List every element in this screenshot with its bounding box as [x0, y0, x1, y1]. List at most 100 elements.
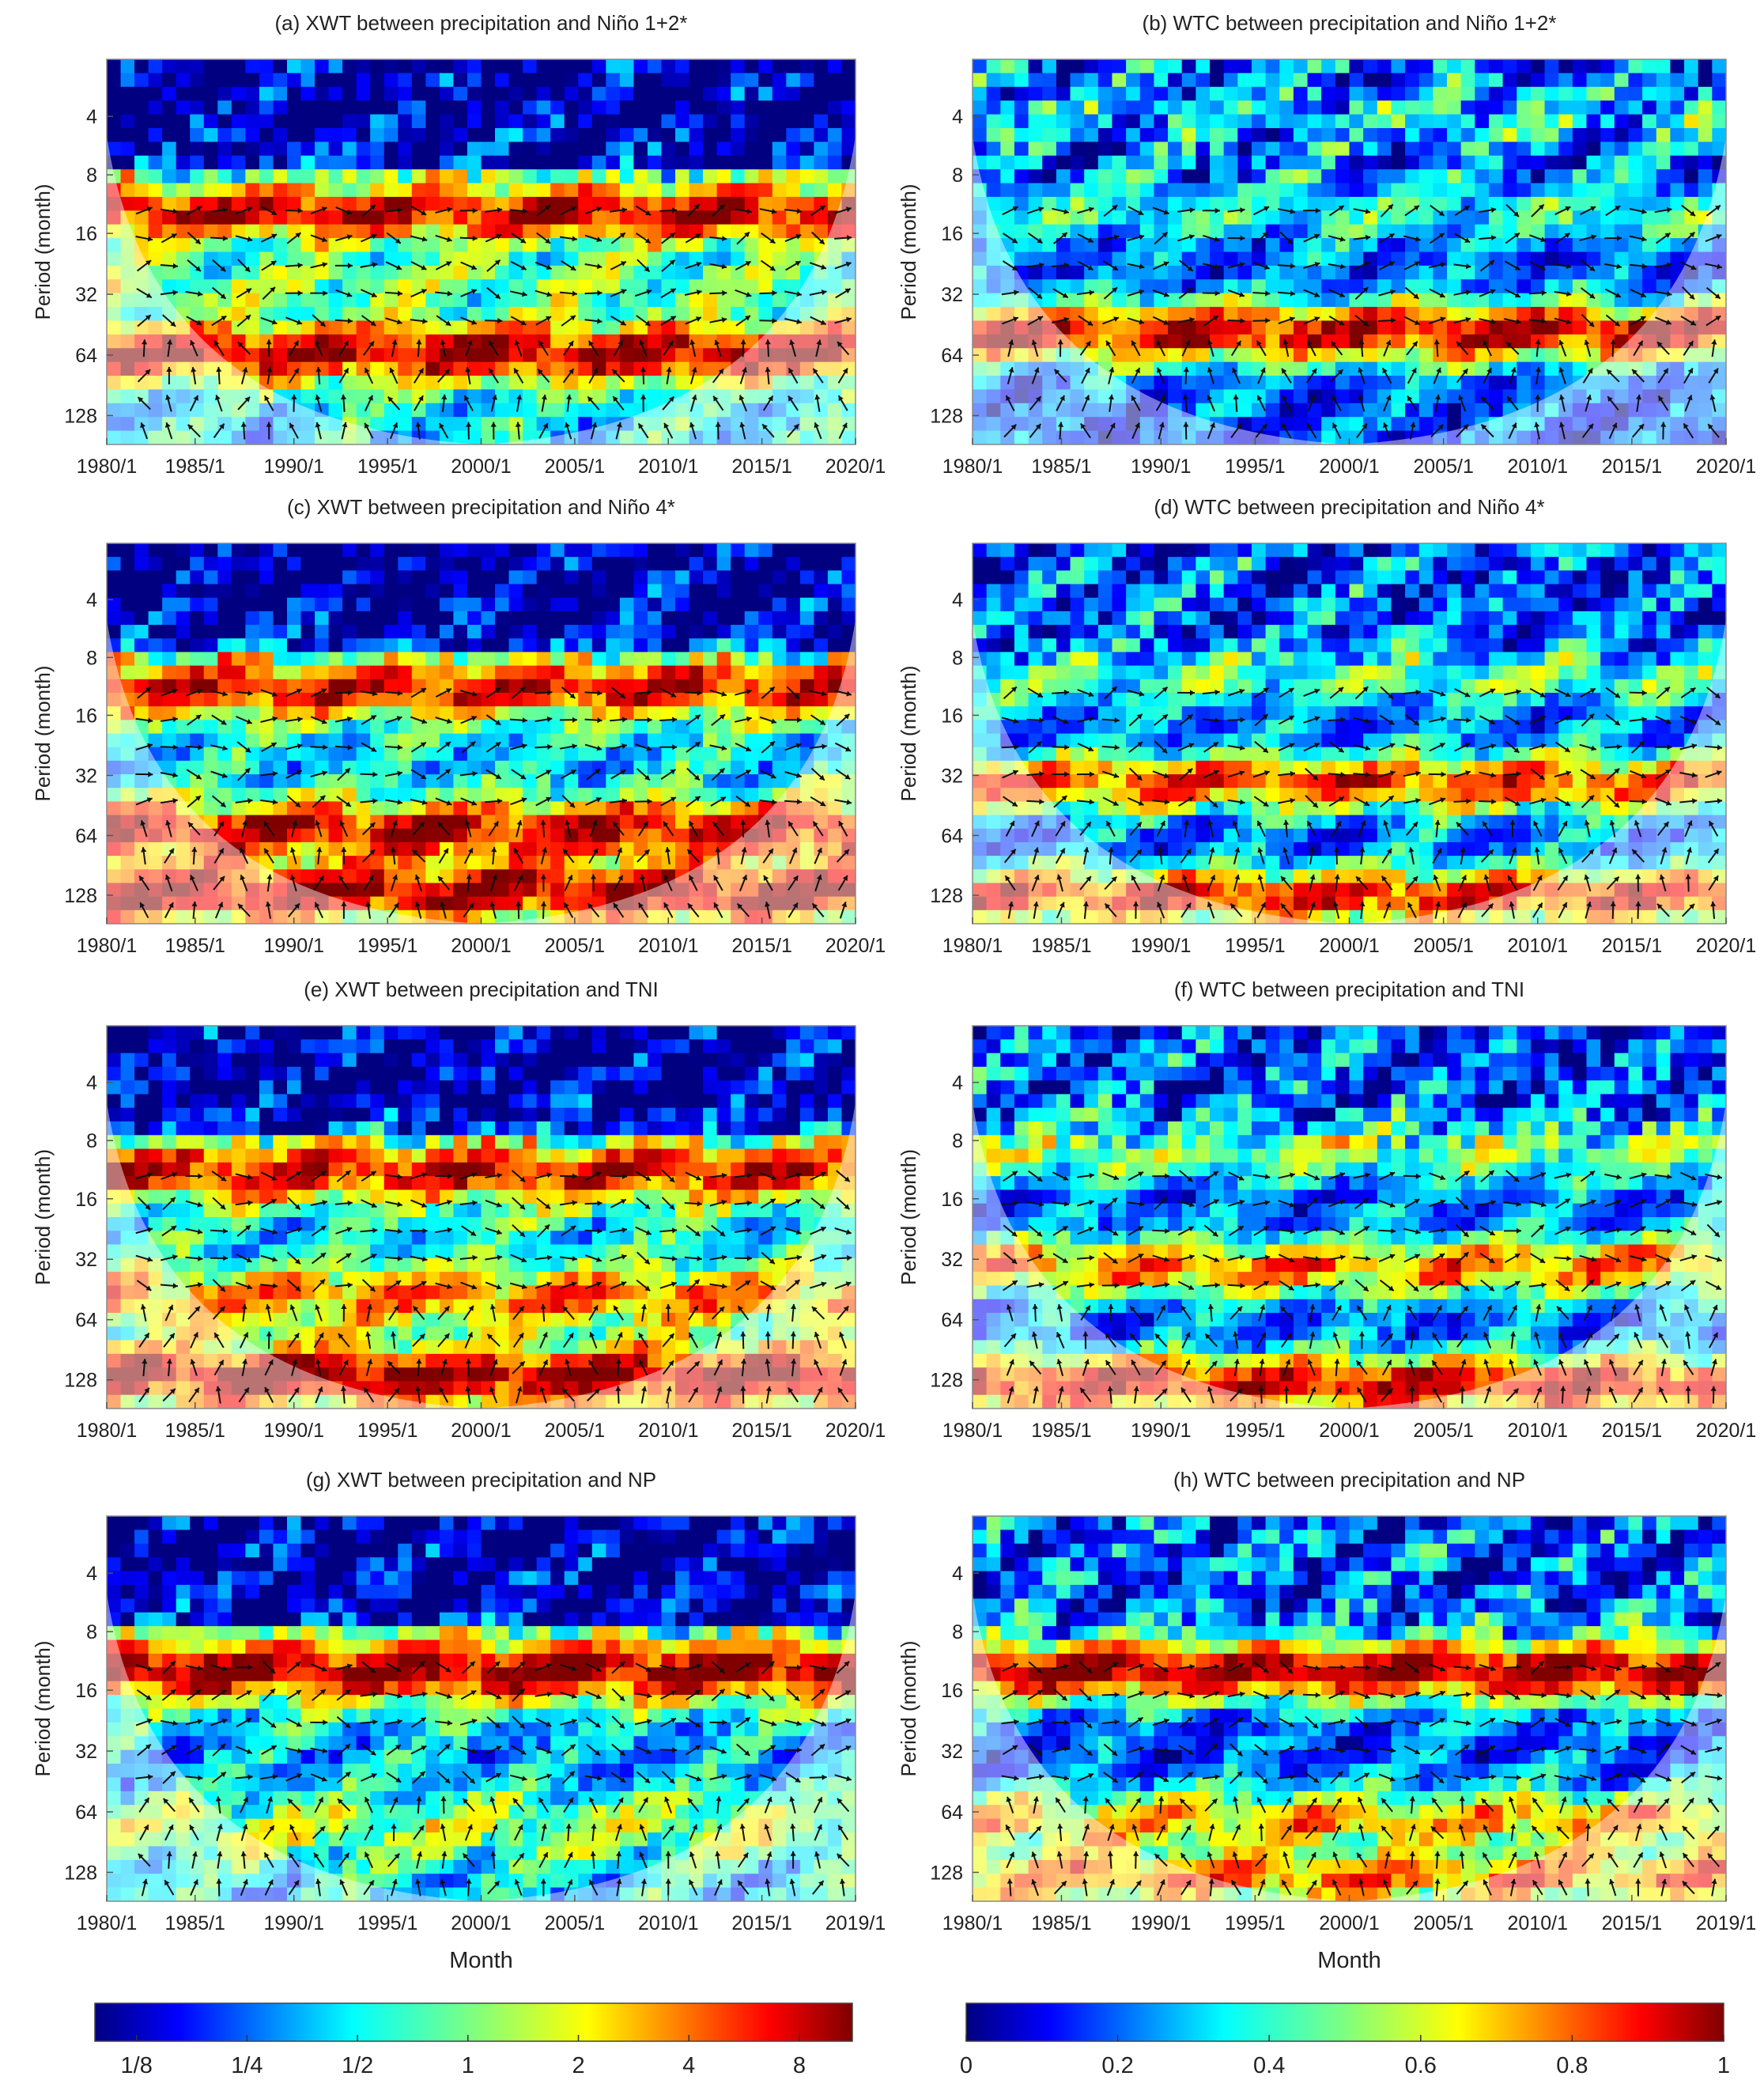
cone-of-influence	[107, 1516, 856, 1901]
panel-d: (d) WTC between precipitation and Niño 4…	[897, 495, 1756, 957]
x-tick-label: 2000/1	[451, 935, 511, 957]
x-tick-label: 2005/1	[545, 1420, 605, 1442]
x-tick-label: 1990/1	[264, 1912, 324, 1934]
x-tick-label: 1980/1	[77, 935, 137, 957]
y-tick-label: 4	[86, 589, 97, 611]
x-tick-label: 1985/1	[165, 1420, 225, 1442]
phase-arrows	[1001, 686, 1723, 919]
x-tick-label: 2005/1	[545, 935, 605, 957]
x-tick-label: 2010/1	[1508, 935, 1568, 957]
x-tick-label: 2005/1	[1413, 456, 1473, 478]
y-tick-label: 16	[75, 1189, 97, 1211]
y-tick-label: 16	[941, 705, 963, 727]
y-tick-label: 32	[75, 765, 97, 787]
panel-a: (a) XWT between precipitation and Niño 1…	[31, 11, 886, 478]
x-tick-label: 1985/1	[1031, 1912, 1091, 1934]
y-tick-label: 64	[75, 1802, 97, 1824]
x-tick-label: 1990/1	[264, 1420, 324, 1442]
y-axis-label: Period (month)	[897, 1641, 920, 1777]
heatmap-b	[973, 59, 1726, 444]
phase-arrows	[1001, 1170, 1723, 1404]
y-tick-label: 128	[930, 885, 963, 907]
y-tick-label: 8	[952, 647, 963, 669]
y-tick-label: 8	[952, 1130, 963, 1152]
y-tick-label: 128	[64, 1862, 97, 1884]
phase-arrows	[135, 1660, 852, 1896]
panel-title: (e) XWT between precipitation and TNI	[304, 978, 658, 1001]
y-tick-label: 8	[952, 164, 963, 187]
y-tick-label: 8	[86, 647, 97, 669]
x-tick-label: 1990/1	[264, 456, 324, 478]
x-tick-label: 2005/1	[1413, 935, 1473, 957]
panel-g: (g) XWT between precipitation and NP 4 8 16…	[31, 1468, 886, 1973]
x-tick-label: 2015/1	[1602, 456, 1662, 478]
y-axis-label: Period (month)	[31, 666, 55, 802]
x-tick-label: 2020/1	[1696, 935, 1756, 957]
x-tick-label: 2010/1	[638, 1912, 698, 1934]
heatmap-a	[107, 59, 856, 444]
colorbar-tick-label: 1/2	[342, 2053, 373, 2078]
panel-e: (e) XWT between precipitation and TNI 4 8 1…	[31, 978, 886, 1442]
x-tick-label: 2010/1	[638, 935, 698, 957]
y-tick-label: 32	[941, 284, 963, 306]
x-tick-label: 1985/1	[165, 456, 225, 478]
x-tick-label: 1995/1	[357, 456, 417, 478]
y-tick-label: 8	[86, 164, 97, 187]
colorbar-wtc: 0 0.2 0.4 0.6 0.8 1	[960, 2002, 1730, 2078]
panel-f: (f) WTC between precipitation and TNI 4 8 1…	[897, 978, 1756, 1442]
y-tick-label: 64	[941, 345, 963, 367]
x-tick-label: 1980/1	[942, 1912, 1003, 1934]
y-axis-label: Period (month)	[897, 666, 920, 802]
phase-arrows	[1001, 1660, 1723, 1896]
x-tick-label: 1985/1	[1031, 935, 1091, 957]
x-tick-label: 2020/1	[1696, 1420, 1756, 1442]
y-tick-label: 4	[952, 589, 963, 611]
x-tick-label: 1980/1	[77, 1420, 137, 1442]
y-tick-label: 32	[941, 1741, 963, 1763]
y-tick-label: 4	[952, 1072, 963, 1095]
heatmap-h	[973, 1516, 1726, 1901]
x-tick-label: 1995/1	[357, 935, 417, 957]
phase-arrows	[1001, 203, 1723, 440]
x-tick-label: 2015/1	[731, 935, 791, 957]
x-tick-label: 1995/1	[1225, 935, 1285, 957]
y-tick-label: 4	[86, 1072, 97, 1095]
cone-of-influence	[107, 543, 856, 924]
x-tick-label: 2005/1	[1413, 1912, 1473, 1934]
x-tick-label: 1995/1	[1225, 1420, 1285, 1442]
x-tick-label: 1980/1	[942, 1420, 1003, 1442]
x-tick-label: 2000/1	[451, 1420, 511, 1442]
cone-of-influence	[973, 1026, 1726, 1409]
y-tick-label: 16	[75, 1680, 97, 1702]
y-axis-label: Period (month)	[31, 184, 55, 320]
cone-of-influence	[973, 543, 1726, 924]
x-axis-label: Month	[449, 1948, 513, 1973]
x-tick-label: 1990/1	[1131, 935, 1191, 957]
y-tick-label: 16	[941, 223, 963, 245]
phase-arrows	[135, 1169, 852, 1404]
colorbar-gradient	[94, 2002, 853, 2042]
panel-h: (h) WTC between precipitation and NP 4 8 16…	[897, 1468, 1756, 1973]
colorbar-tick-label: 0.8	[1556, 2053, 1588, 2078]
y-tick-label: 4	[86, 106, 97, 128]
colorbar-tick-label: 1/4	[231, 2053, 263, 2078]
y-tick-label: 32	[75, 284, 97, 306]
colorbar-xwt: 1/8 1/4 1/2 1 2 4 8	[94, 2002, 853, 2078]
x-tick-label: 2010/1	[638, 1420, 698, 1442]
y-tick-label: 128	[64, 885, 97, 907]
panel-title: (d) WTC between precipitation and Niño 4…	[1154, 495, 1544, 519]
x-tick-label: 1985/1	[165, 935, 225, 957]
x-tick-label: 2000/1	[1319, 456, 1379, 478]
x-tick-label: 2015/1	[1602, 1912, 1662, 1934]
x-tick-label: 1995/1	[1225, 1912, 1285, 1934]
x-tick-label: 2020/1	[825, 935, 886, 957]
colorbar-tick-label: 2	[572, 2053, 584, 2078]
y-tick-label: 64	[941, 1310, 963, 1332]
x-tick-label: 1980/1	[942, 935, 1003, 957]
x-tick-label: 2015/1	[1602, 935, 1662, 957]
y-tick-label: 32	[75, 1249, 97, 1271]
panel-title: (a) XWT between precipitation and Niño 1…	[275, 11, 688, 35]
y-tick-label: 16	[75, 705, 97, 727]
x-tick-label: 1985/1	[1031, 456, 1091, 478]
